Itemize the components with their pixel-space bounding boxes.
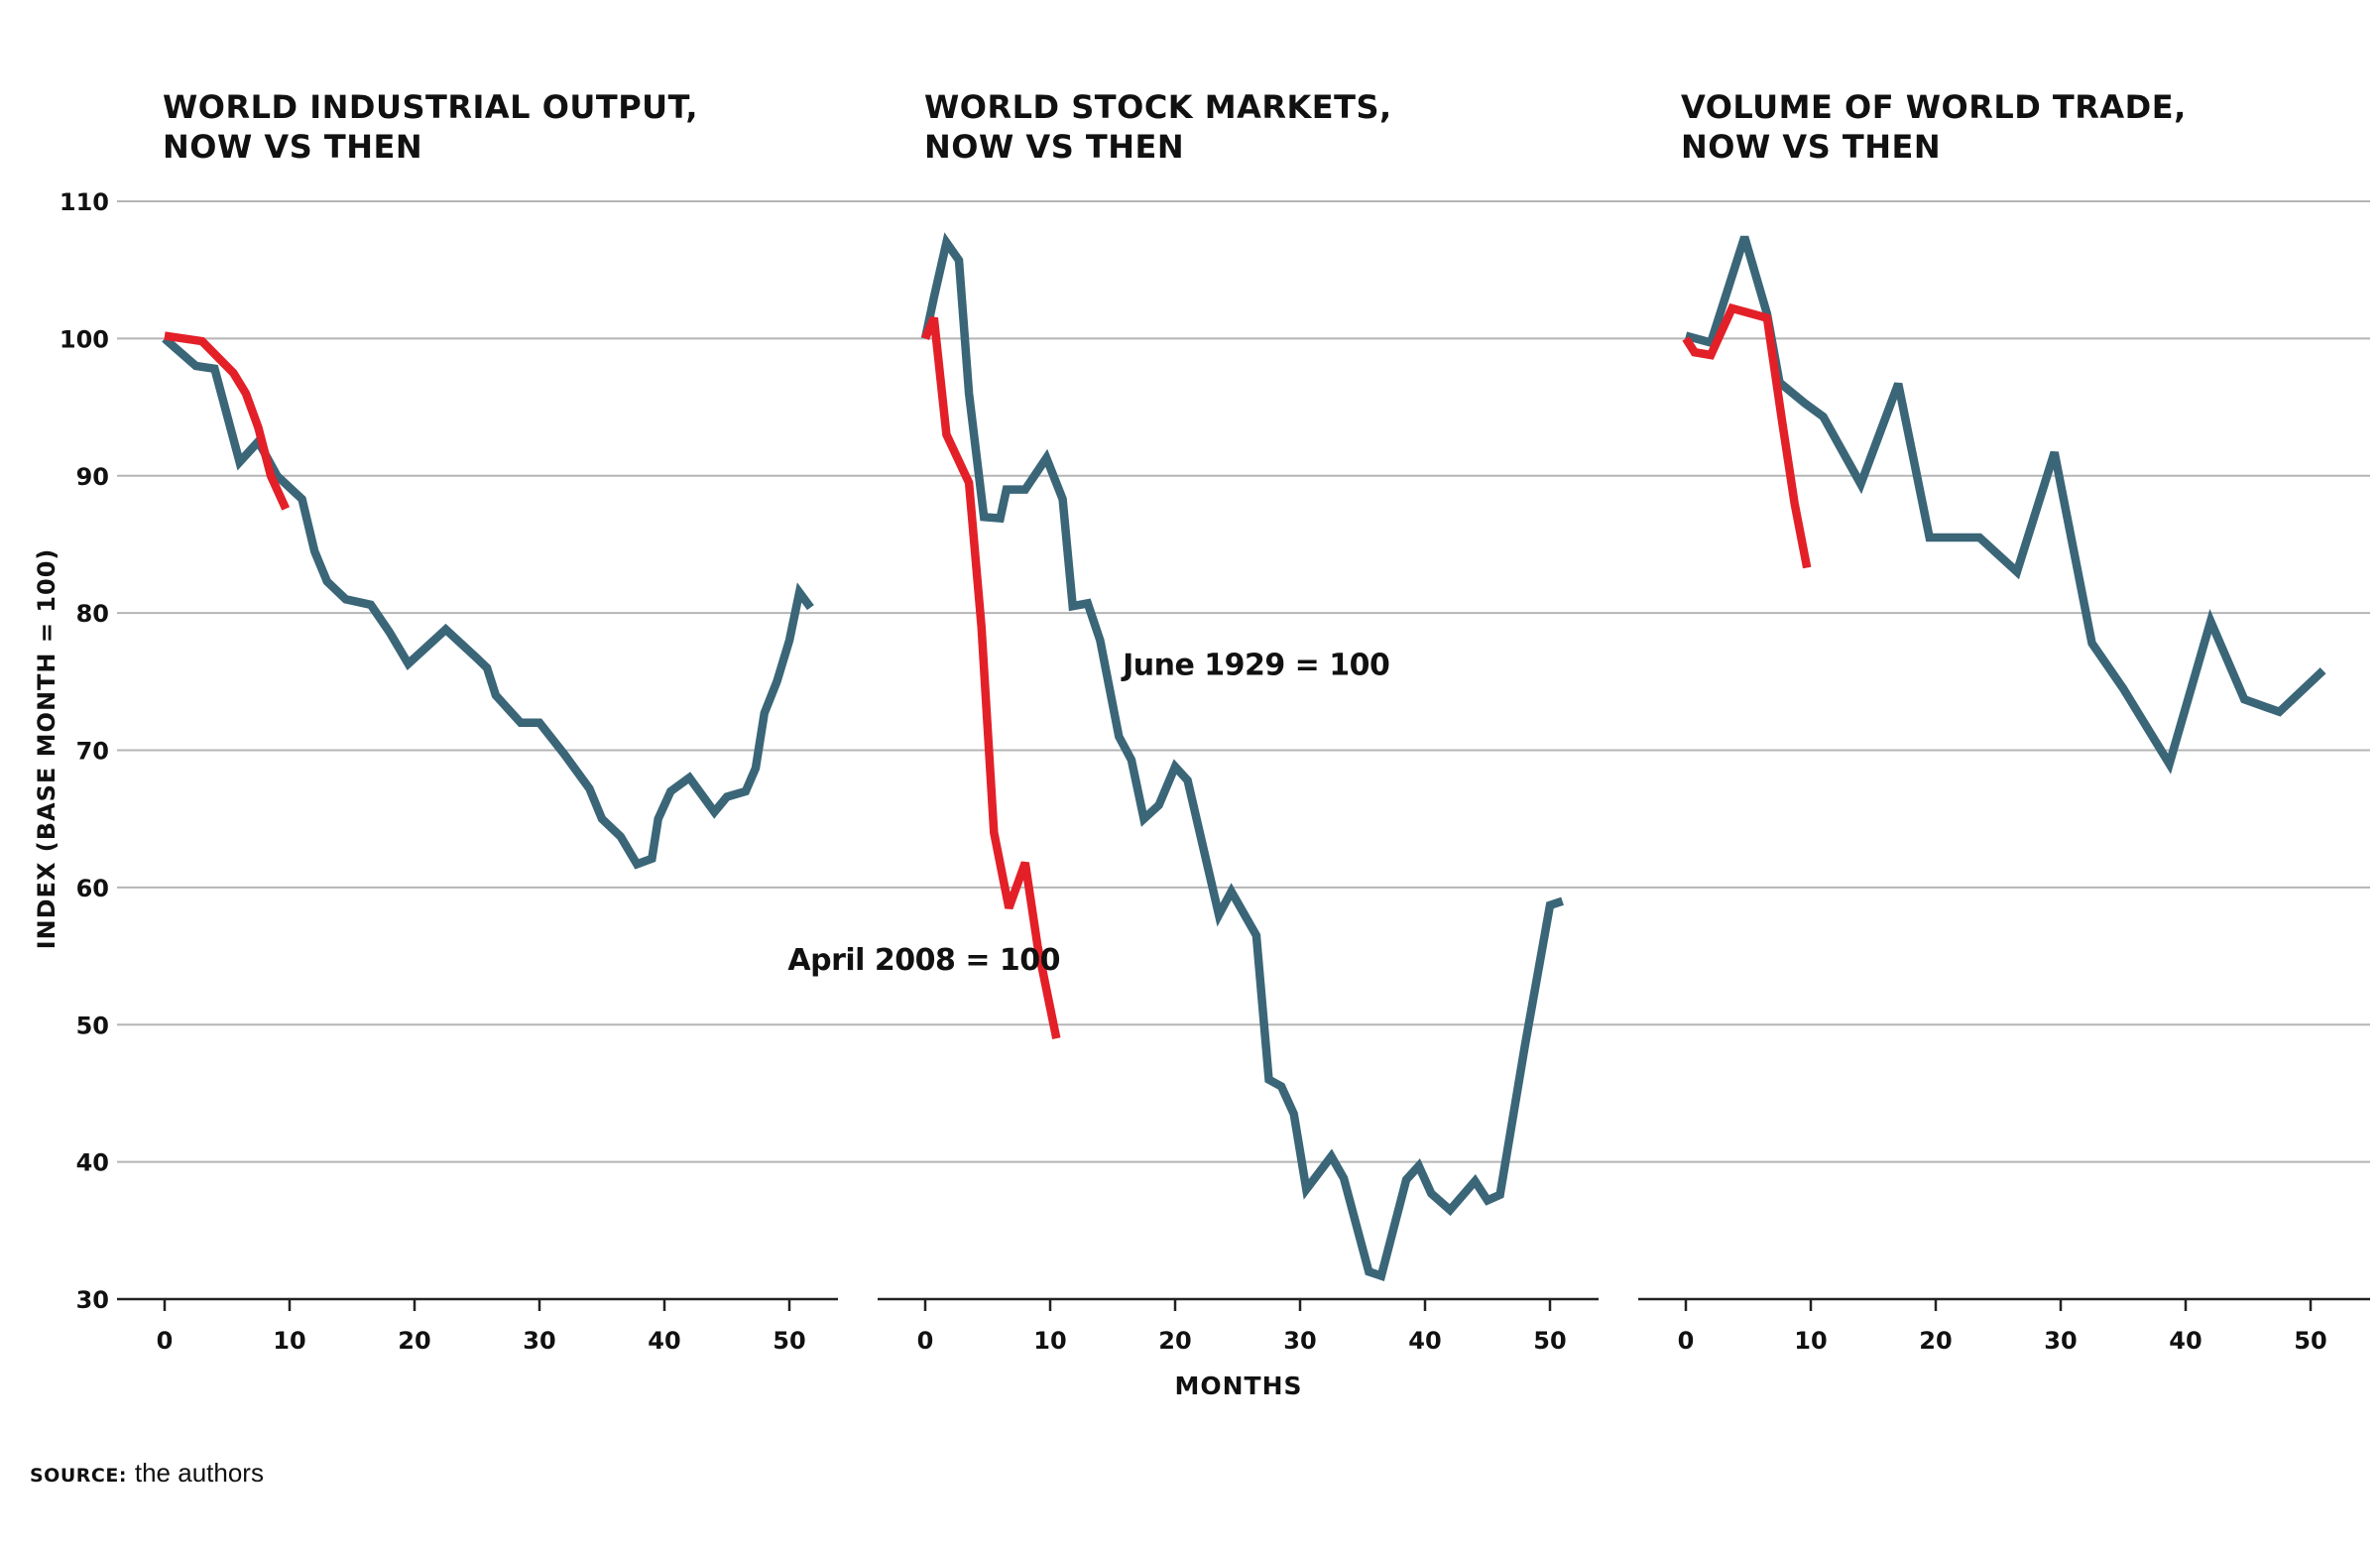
x-tick-label: 20 — [1158, 1327, 1191, 1355]
x-tick-label: 30 — [1283, 1327, 1316, 1355]
series-1929-line — [920, 232, 1564, 1281]
panel-3-title-line-2: NOW VS THEN — [1681, 128, 1942, 166]
x-tick-label: 10 — [1033, 1327, 1066, 1355]
series-1929-line — [1684, 235, 2326, 775]
x-tick-label: 20 — [398, 1327, 430, 1355]
x-tick-label: 50 — [773, 1327, 805, 1355]
x-tick-label: 30 — [523, 1327, 555, 1355]
panel-1-title-line-2: NOW VS THEN — [163, 128, 423, 166]
source-text: the authors — [134, 1458, 264, 1488]
x-tick-label: 50 — [2294, 1327, 2326, 1355]
gridlines — [117, 200, 2370, 1163]
y-tick-label: 100 — [60, 325, 109, 353]
x-tick-label: 40 — [1408, 1327, 1441, 1355]
panel-3-title-line-1: VOLUME OF WORLD TRADE, — [1681, 88, 2187, 126]
x-tick-label: 10 — [273, 1327, 305, 1355]
panel-2: 0 10 20 30 40 50 June 1929 = 100 April 2008 = 1… — [787, 232, 1599, 1355]
panel-3-title: VOLUME OF WORLD TRADE, NOW VS THEN — [1681, 87, 2187, 167]
panel-2-title: WORLD STOCK MARKETS, NOW VS THEN — [924, 87, 1392, 167]
panel-1-title-line-1: WORLD INDUSTRIAL OUTPUT, — [163, 88, 699, 126]
x-tick-label: 0 — [1678, 1327, 1695, 1355]
y-tick-label: 60 — [76, 875, 109, 902]
x-tick-label: 0 — [917, 1327, 934, 1355]
y-axis-label: INDEX (BASE MONTH = 100) — [33, 548, 60, 950]
x-tick-label: 20 — [1919, 1327, 1952, 1355]
x-tick-label: 40 — [648, 1327, 680, 1355]
source-note: SOURCE: the authors — [30, 1458, 264, 1489]
panel-1: 0 10 20 30 40 50 — [117, 331, 838, 1355]
x-tick-label: 50 — [1533, 1327, 1566, 1355]
series-2008-line — [1682, 302, 1812, 569]
x-tick-label: 0 — [157, 1327, 174, 1355]
y-tick-label: 30 — [76, 1286, 109, 1314]
x-tick-label: 30 — [2044, 1327, 2077, 1355]
series-annotation: April 2008 = 100 — [787, 943, 1060, 978]
y-tick-label: 50 — [76, 1012, 109, 1039]
x-tick-label: 40 — [2169, 1327, 2202, 1355]
y-tick-label: 40 — [76, 1149, 109, 1177]
series-annotation: June 1929 = 100 — [1121, 648, 1389, 682]
panel-1-title: WORLD INDUSTRIAL OUTPUT, NOW VS THEN — [163, 87, 698, 167]
x-tick-label: 10 — [1794, 1327, 1827, 1355]
series-1929-line — [162, 335, 814, 870]
y-tick-label: 90 — [76, 463, 109, 491]
source-label: SOURCE: — [30, 1465, 127, 1487]
x-axis-label: MONTHS — [1174, 1372, 1302, 1400]
series-2008-line — [921, 315, 1061, 1039]
panel-2-title-line-2: NOW VS THEN — [924, 128, 1185, 166]
series-2008-line — [164, 331, 291, 511]
y-tick-label: 110 — [60, 188, 109, 216]
panel-3: 0 10 20 30 40 50 — [1638, 235, 2370, 1355]
panel-2-title-line-1: WORLD STOCK MARKETS, — [924, 88, 1392, 126]
y-tick-label: 80 — [76, 600, 109, 628]
y-tick-label: 70 — [76, 738, 109, 766]
